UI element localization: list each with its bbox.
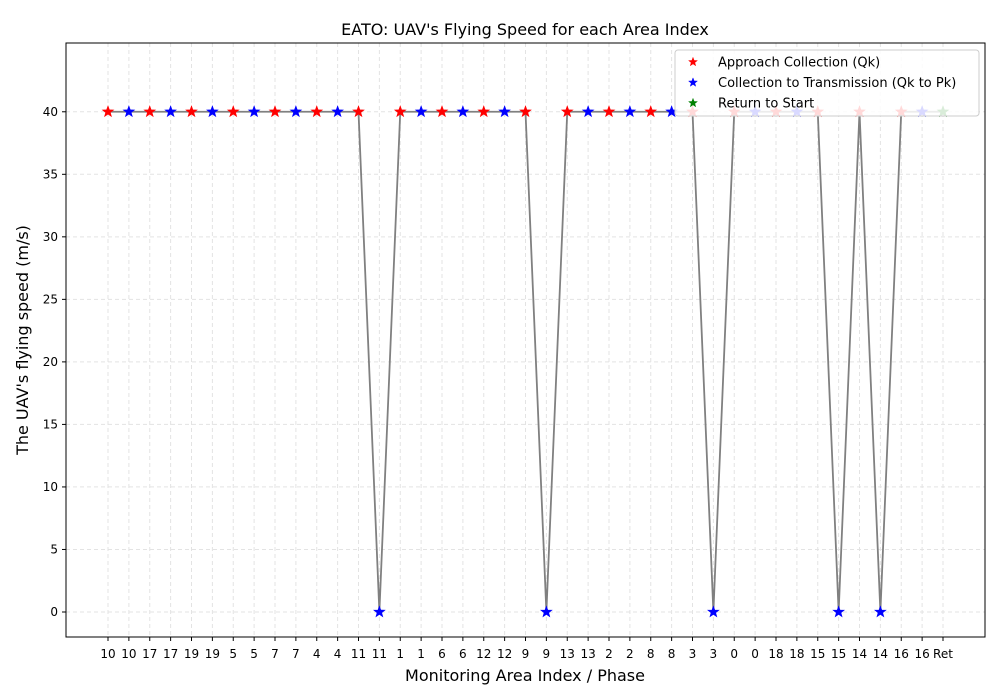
data-point-marker (143, 105, 157, 118)
chart-title: EATO: UAV's Flying Speed for each Area I… (341, 20, 709, 39)
x-tick-label: 16 (914, 647, 929, 661)
x-tick-label: 1 (417, 647, 425, 661)
y-tick-label: 0 (50, 605, 58, 619)
x-tick-label: 13 (580, 647, 595, 661)
data-point-marker (602, 105, 616, 118)
legend-label: Collection to Transmission (Qk to Pk) (718, 76, 956, 91)
y-tick-label: 15 (43, 417, 58, 431)
data-point-marker (519, 105, 532, 118)
x-tick-label: 10 (100, 647, 115, 661)
x-axis-title: Monitoring Area Index / Phase (405, 666, 645, 685)
y-ticks: 0 5 10 15 20 25 30 35 40 (43, 105, 66, 619)
x-tick-label: 19 (205, 647, 220, 661)
x-tick-label: 15 (831, 647, 846, 661)
data-point-marker (373, 605, 386, 618)
x-tick-label: 0 (751, 647, 759, 661)
data-point-marker (164, 105, 177, 118)
y-tick-label: 20 (43, 355, 58, 369)
data-point-marker (414, 105, 428, 118)
data-point-marker (477, 105, 491, 118)
data-point-marker (707, 605, 720, 618)
y-axis-title: The UAV's flying speed (m/s) (13, 225, 32, 456)
data-point-marker (289, 105, 303, 118)
x-tick-label: 11 (351, 647, 366, 661)
legend: Approach Collection (Qk) Collection to Tr… (674, 49, 980, 117)
data-point-marker (832, 605, 845, 618)
x-tick-label: 4 (334, 647, 342, 661)
x-tick-label: 4 (313, 647, 321, 661)
data-point-marker (623, 105, 637, 118)
data-point-marker (226, 105, 240, 118)
x-tick-label: 15 (810, 647, 825, 661)
y-tick-label: 5 (50, 542, 58, 556)
x-tick-label: 17 (142, 647, 157, 661)
x-tick-label: 10 (121, 647, 136, 661)
y-tick-label: 25 (43, 292, 58, 306)
x-tick-label: 9 (543, 647, 551, 661)
y-tick-label: 30 (43, 230, 58, 244)
x-tick-label: 12 (497, 647, 512, 661)
x-tick-label: 16 (894, 647, 909, 661)
data-point-marker (540, 605, 553, 618)
legend-box (674, 49, 980, 117)
x-tick-label: 18 (789, 647, 804, 661)
legend-label: Return to Start (718, 97, 814, 112)
data-point-marker (644, 105, 658, 118)
x-tick-label: 2 (605, 647, 613, 661)
x-tick-label: 6 (459, 647, 467, 661)
data-point-marker (310, 105, 324, 118)
x-tick-label: Ret (933, 647, 953, 661)
x-tick-label: 3 (710, 647, 718, 661)
data-point-marker (435, 105, 449, 118)
data-point-marker (456, 105, 470, 118)
data-point-marker (185, 105, 198, 118)
data-point-marker (560, 105, 574, 118)
data-point-marker (393, 105, 407, 118)
data-point-marker (206, 105, 219, 118)
data-point-marker (498, 105, 511, 118)
x-tick-label: 1 (396, 647, 404, 661)
x-ticks: 10 10 17 17 19 19 5 5 7 7 4 4 11 11 1 1 6 6 12 12 9 9 13 13 2 2 8 8… (100, 637, 953, 661)
x-tick-label: 11 (372, 647, 387, 661)
data-point-marker (268, 105, 282, 118)
x-tick-label: 8 (668, 647, 676, 661)
x-tick-label: 7 (271, 647, 279, 661)
data-point-marker (122, 105, 136, 118)
data-point-marker (581, 105, 595, 118)
data-point-marker (331, 105, 344, 118)
x-tick-label: 8 (647, 647, 655, 661)
y-tick-label: 40 (43, 105, 58, 119)
data-point-marker (101, 105, 115, 118)
x-tick-label: 0 (730, 647, 738, 661)
legend-marker (687, 56, 699, 67)
x-tick-label: 14 (852, 647, 867, 661)
x-tick-label: 5 (229, 647, 237, 661)
x-tick-label: 19 (184, 647, 199, 661)
grid (66, 43, 985, 637)
x-tick-label: 17 (163, 647, 178, 661)
data-point-marker (247, 105, 261, 118)
data-point-marker (874, 605, 887, 618)
data-point-marker (352, 105, 365, 118)
x-tick-label: 12 (476, 647, 491, 661)
y-tick-label: 35 (43, 167, 58, 181)
x-tick-label: 13 (560, 647, 575, 661)
legend-marker (687, 77, 699, 87)
y-tick-label: 10 (43, 480, 58, 494)
x-tick-label: 7 (292, 647, 300, 661)
legend-marker (687, 97, 699, 108)
x-tick-label: 14 (873, 647, 888, 661)
x-tick-label: 2 (626, 647, 634, 661)
x-tick-label: 5 (250, 647, 258, 661)
x-tick-label: 3 (689, 647, 697, 661)
x-tick-label: 9 (522, 647, 530, 661)
legend-label: Approach Collection (Qk) (718, 56, 880, 71)
x-tick-label: 6 (438, 647, 446, 661)
x-tick-label: 18 (768, 647, 783, 661)
